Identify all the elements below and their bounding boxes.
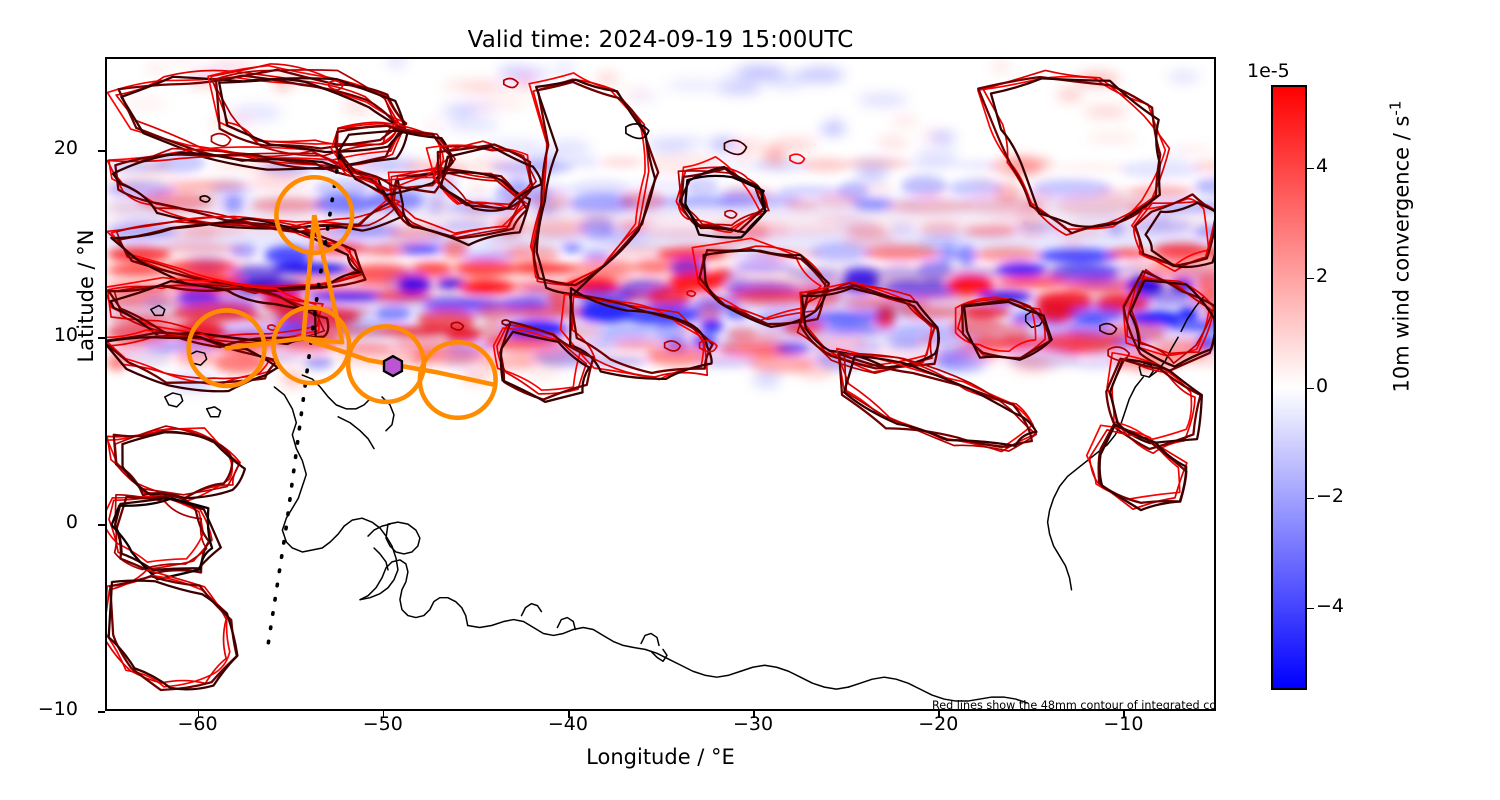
- x-tick-label: −20: [918, 713, 959, 735]
- colorbar-offset-text: 1e-5: [1247, 60, 1290, 82]
- y-axis-label: Latitude / °N: [74, 229, 98, 363]
- y-tick-mark: [98, 150, 105, 153]
- x-tick-mark: [938, 711, 940, 718]
- x-tick-label: −30: [733, 713, 774, 735]
- y-tick-label: −10: [37, 698, 78, 720]
- colorbar-tick-label: 0: [1316, 374, 1329, 397]
- annotation-text: Red lines show the 48mm contour of integ…: [932, 699, 1216, 711]
- colorbar-tick-label: −2: [1316, 484, 1345, 507]
- colorbar-tick-mark: [1307, 607, 1314, 610]
- colorbar-label: 10m wind convergence / s-1: [1387, 87, 1414, 407]
- colorbar-tick-label: 4: [1316, 154, 1329, 177]
- y-tick-mark: [98, 524, 105, 526]
- colorbar-tick-mark: [1307, 167, 1314, 170]
- colorbar-tick-mark: [1307, 277, 1314, 280]
- colorbar-label-exponent: -1: [1386, 100, 1405, 116]
- x-tick-label: −40: [547, 713, 588, 735]
- colorbar-label-text: 10m wind convergence / s: [1389, 115, 1414, 393]
- satellite-ground-track-dotted: [264, 154, 341, 658]
- annot-line-1: Red lines show the 48mm contour of integ…: [932, 699, 1216, 711]
- y-tick-mark: [98, 711, 105, 713]
- x-tick-mark: [1123, 711, 1125, 718]
- colorbar-tick-label: −4: [1316, 594, 1345, 617]
- y-tick-label: 0: [65, 511, 78, 534]
- x-tick-label: −50: [362, 713, 403, 735]
- x-tick-mark: [197, 711, 200, 718]
- iwv-48mm-contours: [107, 63, 1214, 692]
- colorbar-tick-mark: [1307, 387, 1314, 390]
- x-tick-mark: [753, 711, 755, 718]
- y-tick-label: 20: [53, 137, 78, 160]
- colorbar-tick-mark: [1307, 497, 1314, 500]
- map-plot-area[interactable]: Red lines show the 48mm contour of integ…: [105, 57, 1216, 711]
- x-axis-label: Longitude / °E: [586, 745, 735, 769]
- page-title: Valid time: 2024-09-19 15:00UTC: [467, 27, 854, 53]
- colorbar[interactable]: [1271, 85, 1307, 690]
- x-tick-label: −10: [1103, 713, 1144, 735]
- satellite-track-overlay[interactable]: [107, 59, 1214, 709]
- colorbar-tick-label: 2: [1316, 264, 1329, 287]
- x-tick-mark: [382, 711, 385, 718]
- x-tick-mark: [567, 711, 570, 718]
- x-tick-label: −60: [177, 713, 218, 735]
- y-tick-mark: [98, 337, 105, 339]
- satellite-target-marker: [382, 354, 404, 378]
- y-tick-label: 10: [53, 324, 78, 347]
